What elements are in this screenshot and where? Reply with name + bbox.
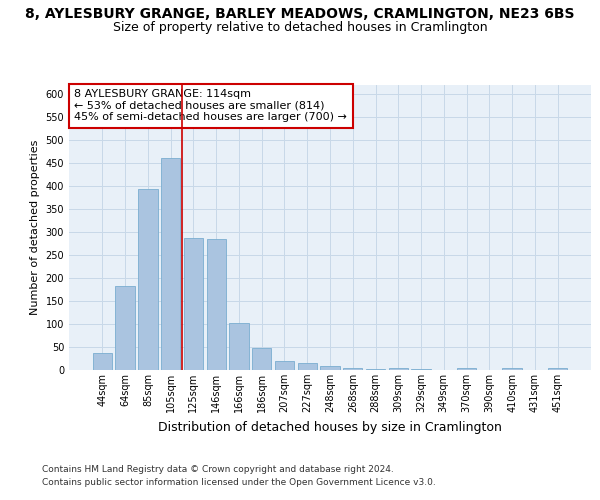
Text: Contains public sector information licensed under the Open Government Licence v3: Contains public sector information licen… (42, 478, 436, 487)
Bar (93, 354, 112, 370)
Bar (206, 239, 226, 370)
Bar (184, 238, 203, 370)
Bar (115, 286, 135, 370)
Bar (389, 368, 408, 370)
Text: Contains HM Land Registry data © Crown copyright and database right 2024.: Contains HM Land Registry data © Crown c… (42, 466, 394, 474)
Bar (412, 369, 431, 370)
X-axis label: Distribution of detached houses by size in Cramlington: Distribution of detached houses by size … (158, 420, 502, 434)
Bar (457, 368, 476, 370)
Bar (298, 363, 317, 370)
Y-axis label: Number of detached properties: Number of detached properties (30, 140, 40, 315)
Bar (275, 361, 294, 370)
Bar (320, 366, 340, 370)
Text: Size of property relative to detached houses in Cramlington: Size of property relative to detached ho… (113, 21, 487, 34)
Bar (252, 348, 271, 370)
Bar (366, 369, 385, 370)
Text: 8, AYLESBURY GRANGE, BARLEY MEADOWS, CRAMLINGTON, NE23 6BS: 8, AYLESBURY GRANGE, BARLEY MEADOWS, CRA… (25, 8, 575, 22)
Bar (229, 323, 248, 370)
Bar (343, 368, 362, 370)
Bar (548, 368, 567, 370)
Bar (138, 190, 158, 370)
Bar (502, 368, 522, 370)
Bar (161, 158, 181, 370)
Text: 8 AYLESBURY GRANGE: 114sqm
← 53% of detached houses are smaller (814)
45% of sem: 8 AYLESBURY GRANGE: 114sqm ← 53% of deta… (74, 90, 347, 122)
